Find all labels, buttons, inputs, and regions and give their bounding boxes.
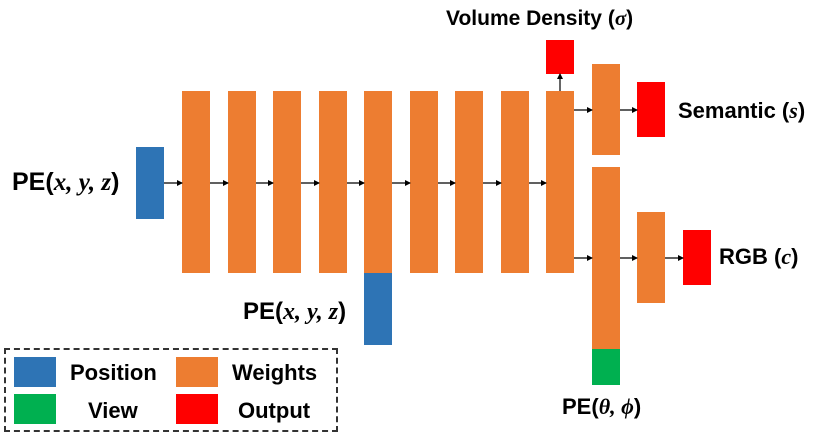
legend-position-swatch xyxy=(14,357,56,387)
mlp-layer-8 xyxy=(501,91,529,273)
pe-view-label: PE(θ, ϕ) xyxy=(562,394,642,419)
density-output-block xyxy=(546,40,574,74)
pe-xyz-input-label: PE(x, y, z) xyxy=(12,168,120,196)
mlp-layer-9 xyxy=(546,91,574,273)
rgb-layer xyxy=(637,212,665,303)
mlp-layer-5 xyxy=(364,91,392,273)
semantic-label: Semantic (s) xyxy=(678,98,806,123)
skip-position-block xyxy=(364,273,392,345)
legend-output-swatch xyxy=(176,394,218,424)
branch-arrows xyxy=(557,73,684,261)
pe-xyz-skip-label: PE(x, y, z) xyxy=(243,298,347,325)
rgb-output-block xyxy=(683,230,711,285)
mlp-layer-6 xyxy=(410,91,438,273)
mlp-layer-1 xyxy=(182,91,210,273)
legend: Position Weights View Output xyxy=(4,348,338,432)
semantic-layer xyxy=(592,64,620,155)
mlp-layer-7 xyxy=(455,91,483,273)
rgb-label: RGB (c) xyxy=(719,244,799,269)
mlp-layer-2 xyxy=(228,91,256,273)
mlp-layer-4 xyxy=(319,91,347,273)
legend-weights-swatch xyxy=(176,357,218,387)
legend-position-label: Position xyxy=(70,360,157,385)
legend-weights-label: Weights xyxy=(232,360,318,385)
legend-output-label: Output xyxy=(238,398,311,423)
legend-view-label: View xyxy=(88,398,138,423)
semantic-output-block xyxy=(637,82,665,137)
mlp-layer-3 xyxy=(273,91,301,273)
feature-layer xyxy=(592,167,620,349)
volume-density-label: Volume Density (σ) xyxy=(446,6,634,30)
input-position-block xyxy=(136,147,164,219)
legend-view-swatch xyxy=(14,394,56,424)
view-direction-block xyxy=(592,349,620,385)
